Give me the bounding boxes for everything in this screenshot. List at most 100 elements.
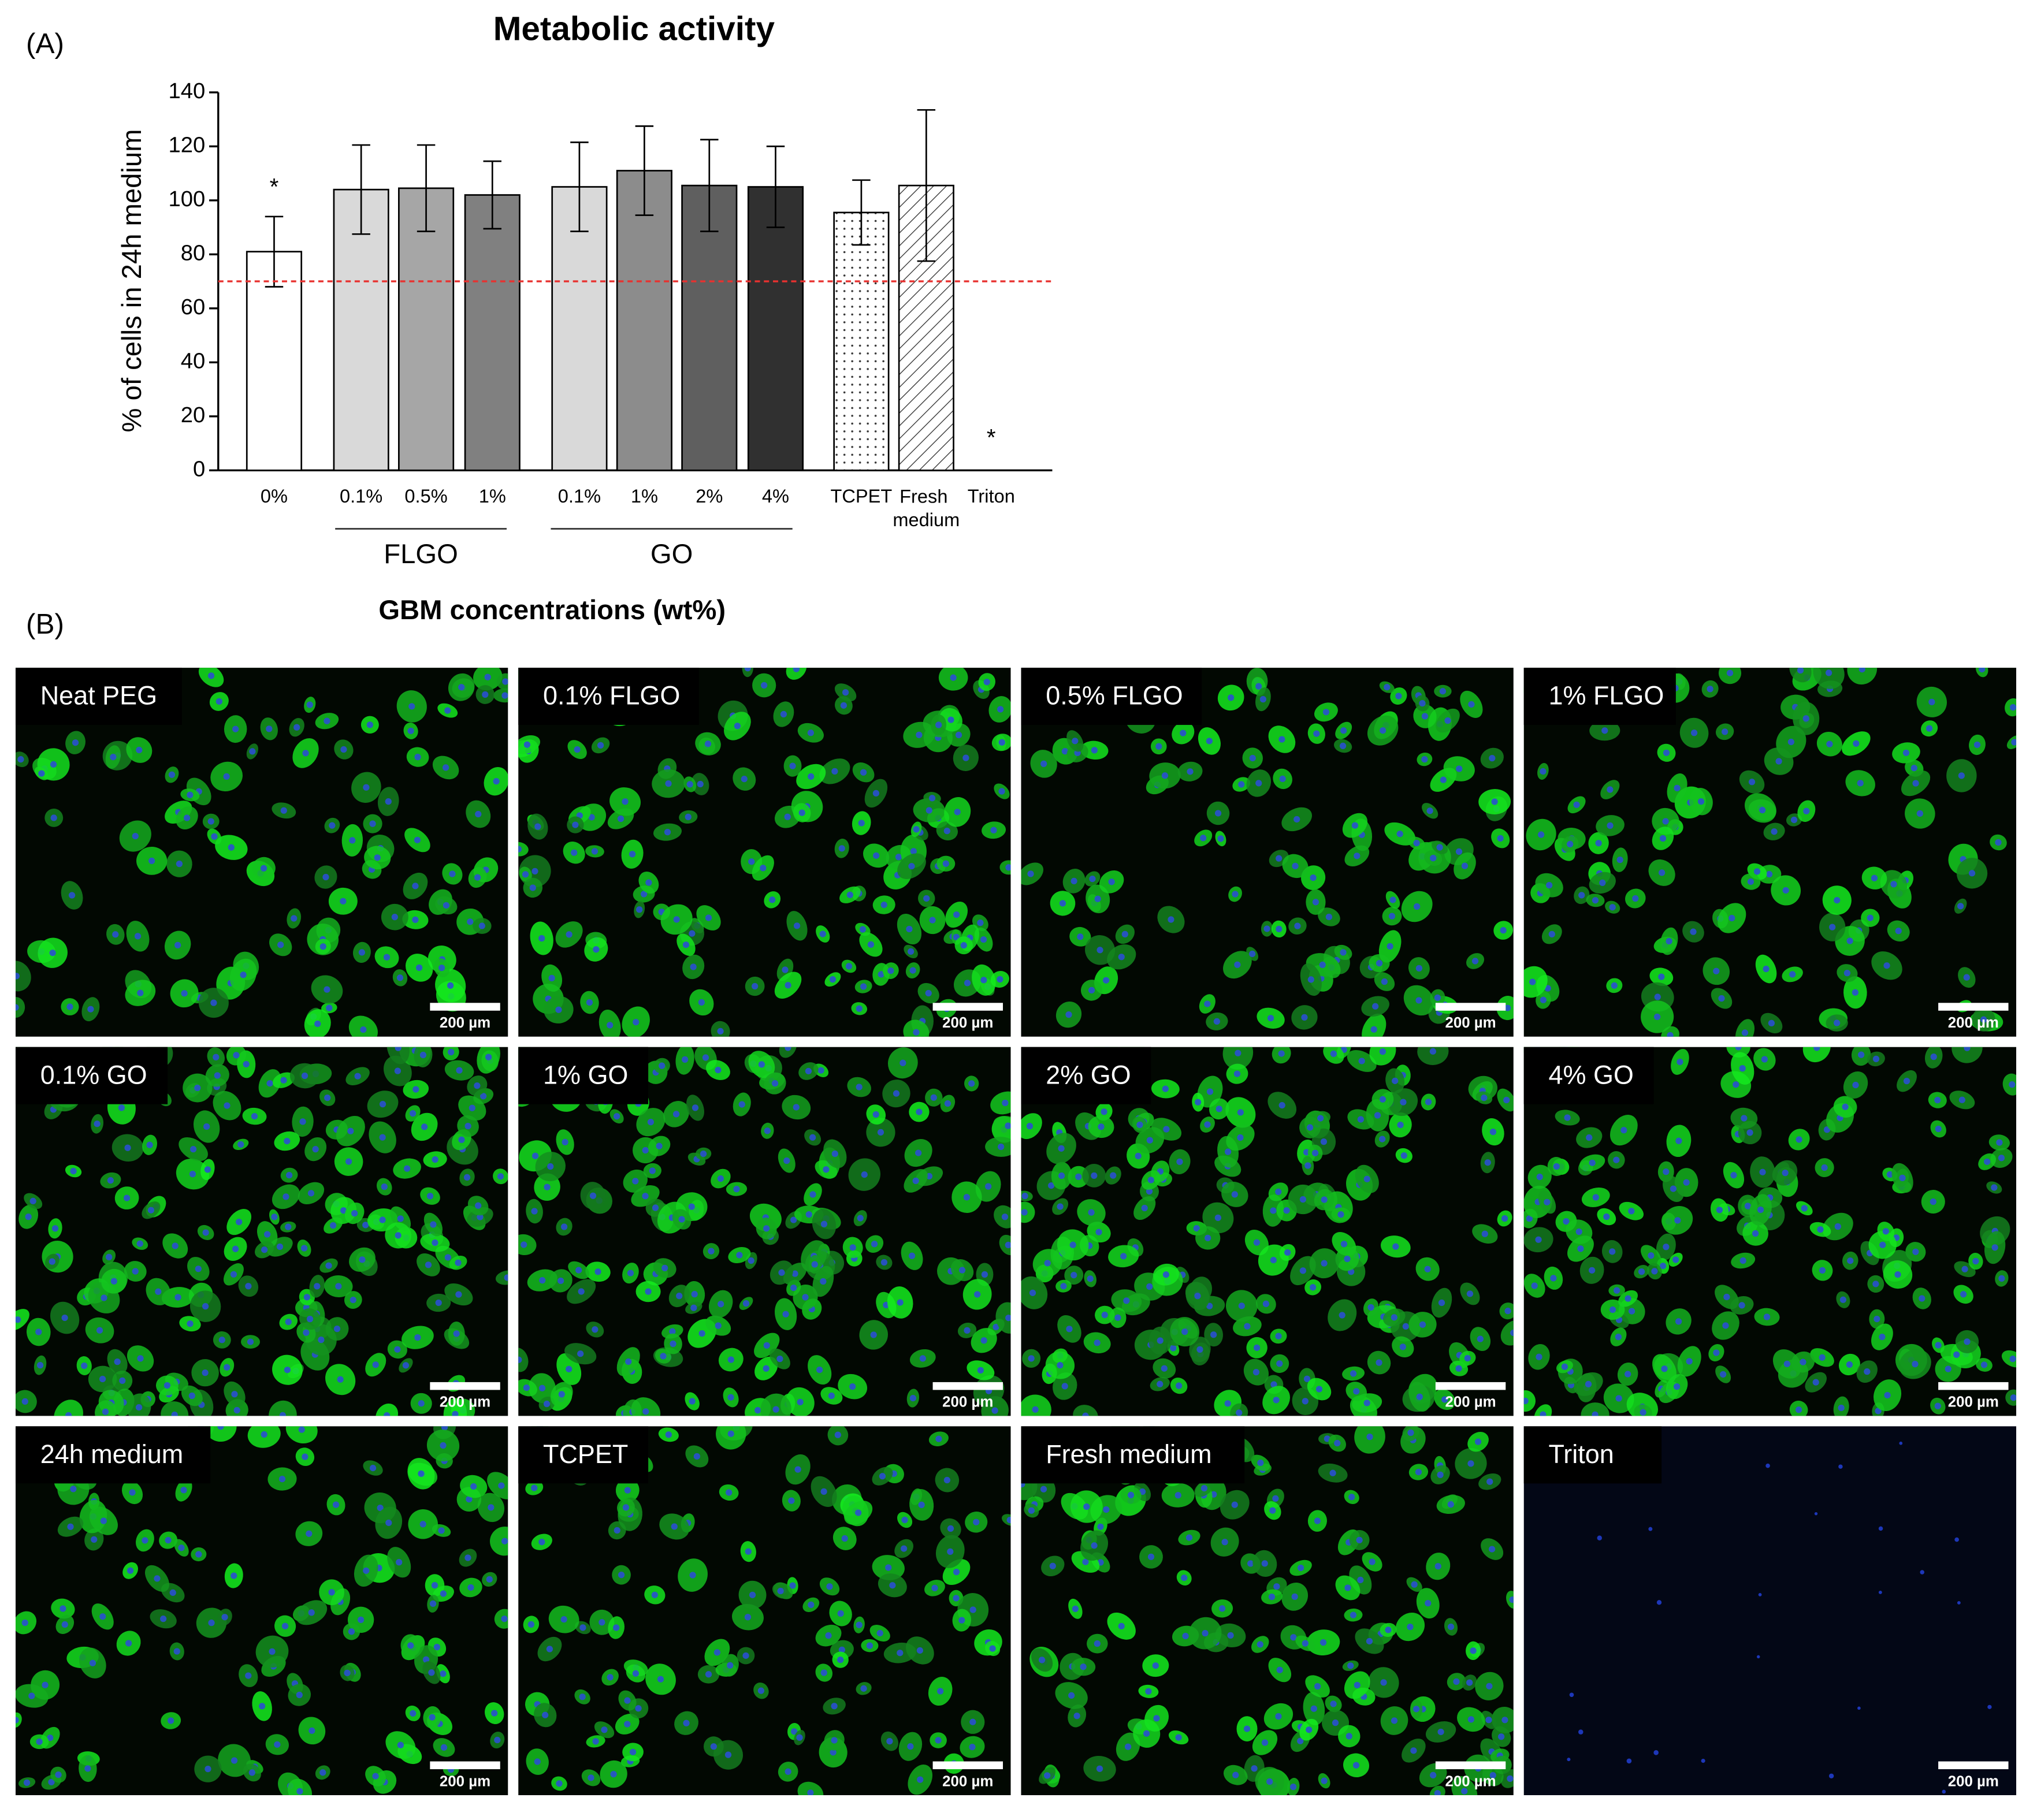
nucleus xyxy=(969,1606,976,1613)
nucleus xyxy=(614,1527,620,1534)
nucleus xyxy=(55,1771,62,1778)
nucleus xyxy=(1206,738,1213,745)
chart-title: Metabolic activity xyxy=(493,10,775,48)
nucleus xyxy=(1419,1321,1426,1328)
nucleus xyxy=(1430,855,1437,862)
y-tick-label: 60 xyxy=(181,295,206,319)
nucleus xyxy=(960,942,967,949)
nucleus xyxy=(1376,1359,1382,1366)
nucleus xyxy=(1231,1501,1238,1508)
nucleus xyxy=(247,1338,254,1345)
nucleus xyxy=(1529,978,1536,985)
nucleus xyxy=(1441,1396,1448,1403)
nucleus xyxy=(1912,780,1919,787)
nucleus xyxy=(455,1291,462,1298)
nucleus xyxy=(1391,1314,1397,1321)
nucleus xyxy=(464,1123,471,1130)
nucleus xyxy=(173,1648,180,1655)
nucleus xyxy=(1181,1328,1188,1335)
nucleus xyxy=(998,1143,1005,1151)
nucleus xyxy=(1414,903,1421,910)
nucleus xyxy=(1434,1563,1441,1570)
nucleus xyxy=(935,1737,942,1744)
nucleus xyxy=(306,1316,314,1323)
nucleus xyxy=(330,1222,337,1229)
nucleus xyxy=(531,1152,539,1159)
nucleus xyxy=(1544,1199,1551,1205)
nucleus xyxy=(645,1288,652,1295)
nucleus xyxy=(789,762,796,769)
nucleus xyxy=(808,1601,815,1608)
nucleus xyxy=(1224,1148,1232,1155)
nucleus xyxy=(285,1319,292,1326)
nucleus xyxy=(15,973,20,980)
nucleus xyxy=(1903,1078,1910,1085)
nucleus xyxy=(1536,1353,1542,1360)
nucleus xyxy=(1930,1053,1937,1060)
nucleus xyxy=(1094,895,1101,902)
nucleus xyxy=(322,873,329,881)
nucleus xyxy=(1659,1263,1667,1270)
scale-bar-label: 200 µm xyxy=(1445,1394,1496,1410)
nucleus xyxy=(332,1501,340,1508)
x-tick-label: Fresh medium xyxy=(893,485,960,530)
nucleus xyxy=(1005,864,1011,871)
nucleus xyxy=(560,1223,568,1230)
nucleus xyxy=(1243,1725,1251,1732)
nucleus xyxy=(107,1177,114,1184)
nucleus xyxy=(345,1158,352,1165)
y-tick-label: 140 xyxy=(169,79,206,103)
nucleus xyxy=(1005,1241,1011,1249)
nucleus xyxy=(676,1293,683,1300)
nucleus xyxy=(1768,1019,1775,1026)
nucleus xyxy=(1072,1605,1079,1612)
nucleus xyxy=(909,1394,917,1402)
nucleus xyxy=(669,1328,676,1335)
nucleus xyxy=(340,1207,347,1214)
nucleus xyxy=(1097,1523,1104,1530)
nucleus xyxy=(1819,1354,1826,1361)
nucleus xyxy=(665,1431,672,1438)
nucleus xyxy=(597,742,604,749)
nucleus xyxy=(381,1183,388,1190)
nucleus xyxy=(123,1194,131,1201)
nucleus xyxy=(1599,879,1606,887)
nucleus xyxy=(1895,928,1902,935)
nucleus xyxy=(640,891,648,898)
nucleus xyxy=(1430,1771,1437,1779)
nucleus xyxy=(231,1572,237,1579)
nucleus xyxy=(689,930,696,937)
nucleus xyxy=(1563,1218,1570,1225)
nucleus xyxy=(70,1486,77,1493)
nucleus xyxy=(119,1377,126,1384)
nucleus xyxy=(1180,730,1187,736)
nucleus xyxy=(502,678,508,685)
nucleus xyxy=(698,999,705,1006)
nucleus xyxy=(1991,1184,1998,1191)
nucleus xyxy=(1456,765,1463,772)
nucleus xyxy=(1307,976,1314,983)
nucleus xyxy=(259,1703,266,1710)
nucleus xyxy=(1340,949,1347,956)
nucleus xyxy=(233,1406,240,1414)
nucleus xyxy=(1658,869,1666,876)
nucleus xyxy=(178,1544,185,1551)
label-box xyxy=(1523,1426,1662,1484)
nucleus xyxy=(1782,887,1789,894)
nucleus xyxy=(61,1621,68,1628)
nucleus xyxy=(1407,1429,1414,1436)
nucleus xyxy=(1320,1138,1328,1145)
nucleus xyxy=(245,1283,252,1290)
nucleus xyxy=(1213,1018,1221,1025)
nucleus xyxy=(1667,1032,1674,1037)
scale-bar xyxy=(1435,1003,1506,1011)
panel-title: 0.1% FLGO xyxy=(543,681,680,710)
nucleus xyxy=(369,1464,377,1472)
nucleus xyxy=(1834,1019,1841,1026)
nucleus xyxy=(763,1342,770,1349)
nucleus xyxy=(1783,1360,1790,1368)
nucleus xyxy=(1255,683,1262,690)
nucleus xyxy=(1425,1099,1432,1106)
nucleus xyxy=(1193,1225,1200,1232)
